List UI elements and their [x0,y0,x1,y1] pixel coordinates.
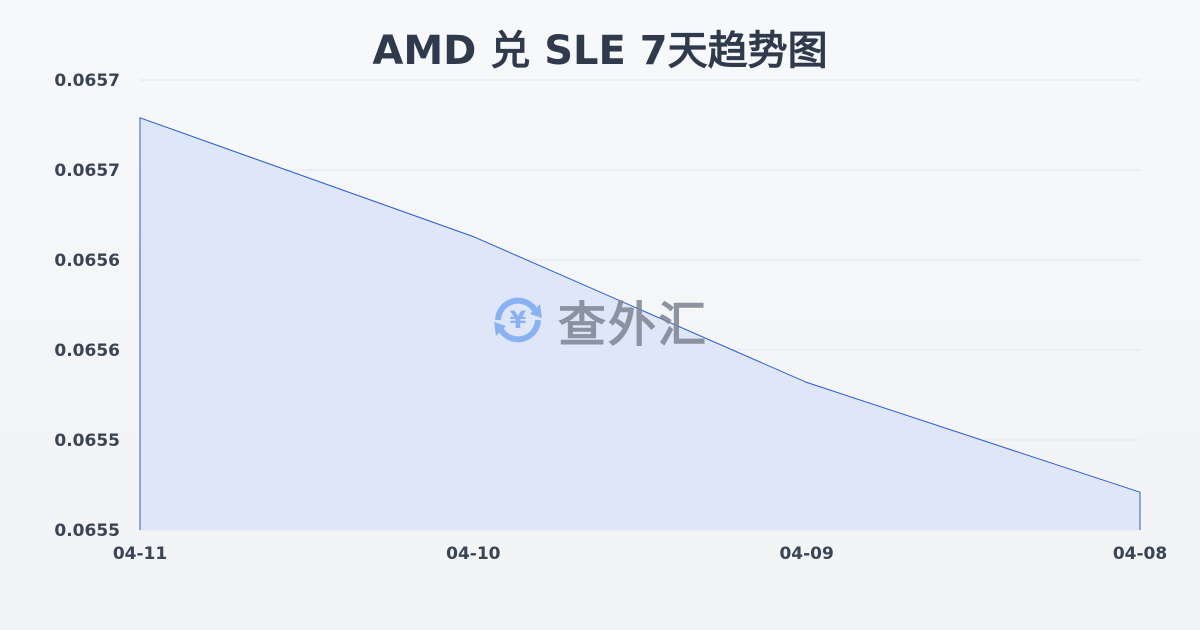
chart-title: AMD 兑 SLE 7天趋势图 [372,28,828,74]
area-fill [140,117,1140,531]
y-tick-label: 0.0657 [54,161,120,181]
watermark-text: 查外汇 [558,297,709,353]
y-tick-label: 0.0655 [54,431,120,451]
svg-text:¥: ¥ [510,306,527,334]
y-tick-label: 0.0656 [54,251,120,271]
x-tick-label: 04-11 [113,544,167,564]
y-tick-label: 0.0655 [54,521,120,541]
data-point [472,236,474,238]
y-tick-label: 0.0656 [54,341,120,361]
y-tick-label: 0.0657 [54,71,120,91]
data-point [1139,491,1141,493]
x-tick-label: 04-08 [1113,544,1167,564]
yen-exchange-icon: ¥ [494,297,542,343]
series-line [139,117,1141,530]
watermark: ¥ 查外汇 [488,285,708,355]
data-point [139,117,141,119]
x-tick-label: 04-10 [446,544,501,564]
data-point [806,381,808,383]
x-tick-label: 04-09 [779,544,833,564]
